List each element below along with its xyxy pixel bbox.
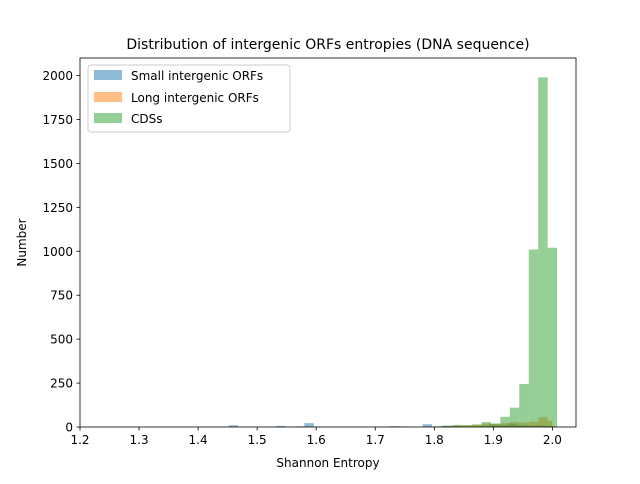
x-tick-label: 1.2 (70, 433, 89, 447)
bar-series-2-bin-3 (462, 425, 473, 427)
x-axis-label: Shannon Entropy (276, 456, 379, 470)
legend-swatch-small-orfs (94, 70, 122, 80)
bar-series-2-bin-1 (443, 425, 454, 427)
bar-series-2-bin-5 (481, 422, 491, 427)
bar-series-2-bin-8 (509, 407, 520, 427)
bar-series-2-bin-2 (453, 424, 463, 427)
legend-swatch-long-orfs (94, 92, 122, 102)
legend-label-small-orfs: Small intergenic ORFs (131, 69, 263, 83)
legend-label-cdss: CDSs (131, 112, 163, 126)
axes-frame (79, 57, 577, 428)
legend: Small intergenic ORFs Long intergenic OR… (87, 64, 291, 133)
y-tick-label: 2000 (42, 69, 73, 83)
x-tick-label: 1.8 (425, 433, 444, 447)
legend-label-long-orfs: Long intergenic ORFs (131, 91, 259, 105)
y-axis: 0 250 500 750 1000 1250 1500 1750 2000 (42, 69, 80, 435)
y-tick-label: 1000 (42, 245, 73, 259)
y-axis-label: Number (15, 218, 29, 266)
y-tick-label: 1500 (42, 157, 73, 171)
chart-title: Distribution of intergenic ORFs entropie… (126, 37, 529, 53)
x-tick-label: 1.9 (484, 433, 503, 447)
bar-series-0-bin-1 (276, 425, 286, 427)
bars-layer (228, 77, 558, 427)
bar-series-2-bin-10 (528, 249, 539, 427)
x-tick-label: 1.6 (307, 433, 326, 447)
bar-series-2-bin-9 (519, 383, 529, 427)
bar-series-0-bin-0 (228, 425, 239, 427)
bar-series-2-bin-7 (500, 416, 510, 427)
bar-series-0-bin-5 (389, 426, 399, 427)
bar-series-2-bin-11 (538, 77, 548, 427)
x-tick-label: 1.5 (248, 433, 267, 447)
bar-series-2-bin-4 (472, 424, 482, 427)
y-tick-label: 0 (65, 421, 73, 435)
bar-series-2-bin-12 (547, 247, 558, 427)
y-tick-label: 750 (50, 289, 73, 303)
bar-series-0-bin-7 (422, 424, 432, 427)
bar-series-2-bin-6 (490, 423, 501, 427)
y-tick-label: 500 (50, 333, 73, 347)
bar-series-0-bin-3 (304, 423, 314, 427)
legend-swatch-cdss (94, 113, 122, 123)
y-tick-label: 1250 (42, 201, 73, 215)
legend-box (87, 64, 291, 133)
x-axis: 1.2 1.3 1.4 1.5 1.6 1.7 1.8 1.9 2.0 (70, 427, 562, 447)
x-tick-label: 2.0 (543, 433, 562, 447)
x-tick-label: 1.3 (130, 433, 149, 447)
y-tick-label: 1750 (42, 113, 73, 127)
x-tick-label: 1.7 (366, 433, 385, 447)
x-tick-label: 1.4 (189, 433, 208, 447)
y-tick-label: 250 (50, 377, 73, 391)
